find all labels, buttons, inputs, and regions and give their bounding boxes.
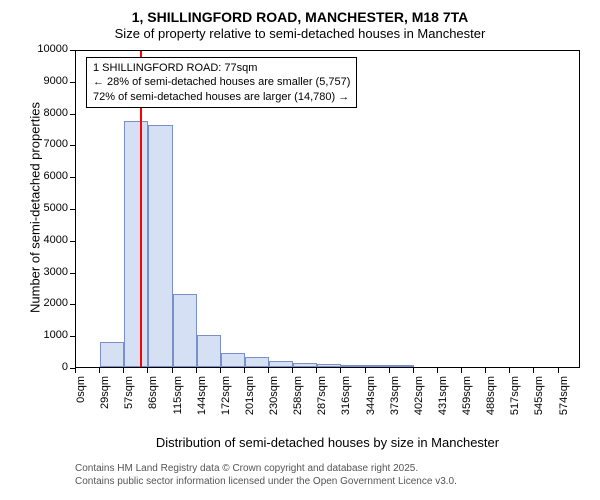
- y-tick-mark: [70, 273, 75, 274]
- y-tick-mark: [70, 50, 75, 51]
- x-tick-label: 29sqm: [99, 376, 111, 426]
- histogram-bar: [293, 363, 317, 367]
- histogram-bar: [221, 353, 245, 367]
- x-tick-label: 287sqm: [316, 376, 328, 426]
- x-tick-mark: [172, 368, 173, 373]
- y-tick-label: 1000: [30, 329, 68, 341]
- footer-line2: Contains public sector information licen…: [75, 475, 457, 488]
- y-tick-mark: [70, 304, 75, 305]
- x-tick-mark: [147, 368, 148, 373]
- y-tick-label: 0: [30, 361, 68, 373]
- y-tick-label: 3000: [30, 266, 68, 278]
- y-tick-mark: [70, 336, 75, 337]
- x-tick-mark: [316, 368, 317, 373]
- x-tick-mark: [75, 368, 76, 373]
- y-tick-label: 8000: [30, 107, 68, 119]
- histogram-bar: [269, 361, 293, 367]
- x-tick-mark: [509, 368, 510, 373]
- chart-subtitle: Size of property relative to semi-detach…: [0, 26, 600, 45]
- x-tick-label: 201sqm: [244, 376, 256, 426]
- annotation-line1: 1 SHILLINGFORD ROAD: 77sqm: [93, 61, 350, 75]
- x-tick-label: 574sqm: [558, 376, 570, 426]
- histogram-bar: [317, 364, 341, 367]
- annotation-box: 1 SHILLINGFORD ROAD: 77sqm← 28% of semi-…: [86, 57, 357, 108]
- x-tick-label: 459sqm: [461, 376, 473, 426]
- x-tick-label: 258sqm: [292, 376, 304, 426]
- y-tick-label: 7000: [30, 138, 68, 150]
- x-tick-label: 402sqm: [413, 376, 425, 426]
- histogram-bar: [148, 125, 172, 367]
- y-tick-mark: [70, 241, 75, 242]
- x-tick-label: 0sqm: [75, 376, 87, 426]
- y-tick-mark: [70, 82, 75, 83]
- x-tick-label: 57sqm: [123, 376, 135, 426]
- x-tick-mark: [461, 368, 462, 373]
- x-tick-mark: [365, 368, 366, 373]
- annotation-line3: 72% of semi-detached houses are larger (…: [93, 90, 350, 104]
- x-axis-label: Distribution of semi-detached houses by …: [75, 435, 580, 450]
- x-tick-mark: [437, 368, 438, 373]
- x-tick-mark: [340, 368, 341, 373]
- x-tick-label: 344sqm: [365, 376, 377, 426]
- x-tick-label: 144sqm: [196, 376, 208, 426]
- footer-line1: Contains HM Land Registry data © Crown c…: [75, 462, 457, 475]
- histogram-bar: [173, 294, 197, 367]
- y-tick-mark: [70, 209, 75, 210]
- y-tick-mark: [70, 145, 75, 146]
- x-tick-label: 488sqm: [485, 376, 497, 426]
- x-tick-label: 172sqm: [220, 376, 232, 426]
- x-tick-mark: [389, 368, 390, 373]
- plot-area: 1 SHILLINGFORD ROAD: 77sqm← 28% of semi-…: [75, 50, 580, 368]
- x-tick-label: 86sqm: [147, 376, 159, 426]
- x-tick-label: 431sqm: [437, 376, 449, 426]
- y-tick-label: 5000: [30, 202, 68, 214]
- x-tick-label: 230sqm: [268, 376, 280, 426]
- x-tick-mark: [413, 368, 414, 373]
- y-tick-label: 6000: [30, 170, 68, 182]
- x-tick-mark: [485, 368, 486, 373]
- x-tick-label: 115sqm: [172, 376, 184, 426]
- y-tick-label: 2000: [30, 297, 68, 309]
- histogram-bar: [366, 365, 390, 367]
- chart-container: 1, SHILLINGFORD ROAD, MANCHESTER, M18 7T…: [0, 0, 600, 500]
- histogram-bar: [100, 342, 124, 367]
- x-tick-mark: [268, 368, 269, 373]
- histogram-bar: [245, 357, 269, 367]
- x-tick-mark: [196, 368, 197, 373]
- x-tick-mark: [292, 368, 293, 373]
- y-tick-mark: [70, 177, 75, 178]
- y-tick-mark: [70, 114, 75, 115]
- x-tick-label: 373sqm: [389, 376, 401, 426]
- footer-attribution: Contains HM Land Registry data © Crown c…: [75, 462, 457, 488]
- x-tick-label: 545sqm: [533, 376, 545, 426]
- y-tick-label: 9000: [30, 75, 68, 87]
- y-tick-label: 4000: [30, 234, 68, 246]
- histogram-bar: [341, 365, 365, 367]
- x-tick-mark: [558, 368, 559, 373]
- histogram-bar: [124, 121, 148, 367]
- x-tick-mark: [99, 368, 100, 373]
- chart-title: 1, SHILLINGFORD ROAD, MANCHESTER, M18 7T…: [0, 0, 600, 26]
- x-tick-mark: [533, 368, 534, 373]
- x-tick-mark: [123, 368, 124, 373]
- histogram-bar: [390, 365, 414, 367]
- x-tick-label: 316sqm: [340, 376, 352, 426]
- x-tick-mark: [220, 368, 221, 373]
- histogram-bar: [197, 335, 221, 367]
- x-tick-mark: [244, 368, 245, 373]
- x-tick-label: 517sqm: [509, 376, 521, 426]
- y-tick-label: 10000: [30, 43, 68, 55]
- annotation-line2: ← 28% of semi-detached houses are smalle…: [93, 75, 350, 89]
